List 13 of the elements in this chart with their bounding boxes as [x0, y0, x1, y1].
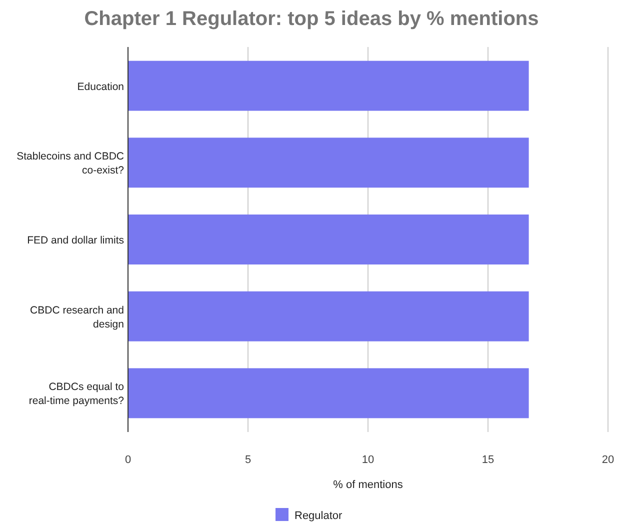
- y-tick-label: CBDC research and design: [30, 304, 124, 330]
- y-tick-label: Education: [77, 80, 124, 93]
- legend-label: Regulator: [294, 510, 343, 522]
- x-tick-label: 20: [602, 454, 614, 466]
- x-tick-label: 0: [124, 454, 132, 466]
- x-tick-label: 10: [362, 454, 374, 466]
- y-tick-label: CBDCs equal to real-time payments?: [28, 381, 124, 408]
- x-axis-title: % of mentions: [333, 479, 404, 491]
- y-tick-label: Stablecoins and CBDC co-exist?: [16, 150, 124, 177]
- x-tick-label: 5: [244, 454, 252, 466]
- chart-title: Chapter 1 Regulator: top 5 ideas by % mentions: [84, 8, 539, 30]
- x-tick-label: 15: [482, 454, 494, 466]
- y-tick-label: FED and dollar limits: [27, 234, 124, 246]
